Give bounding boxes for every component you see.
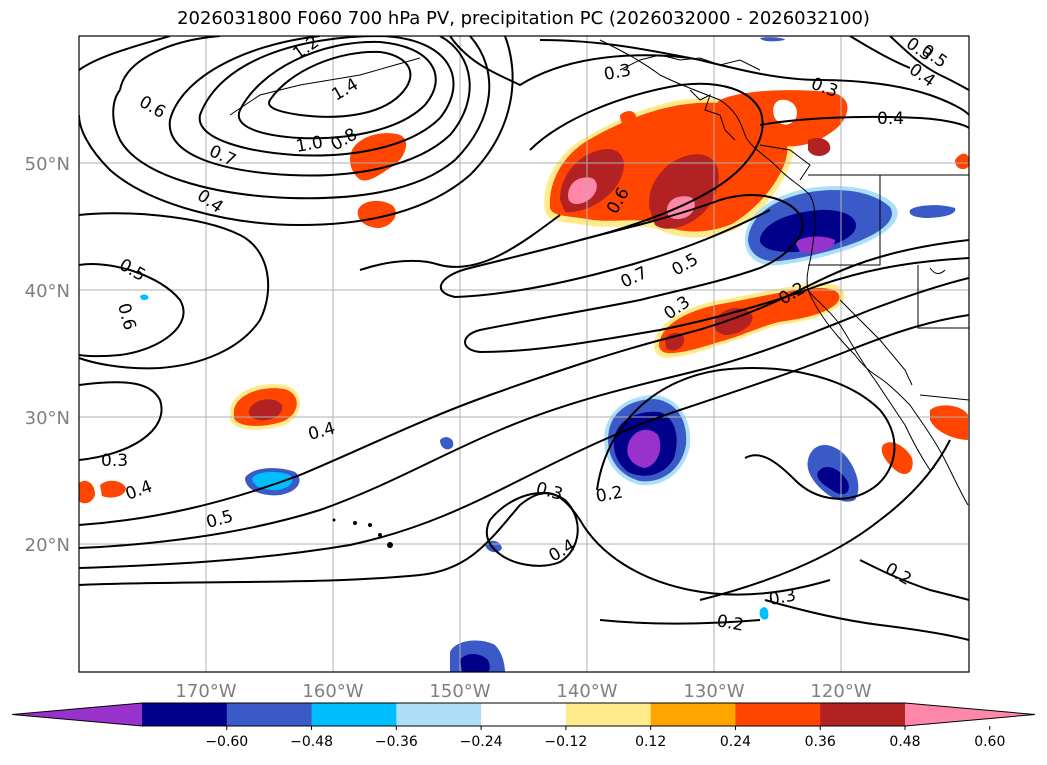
- colorbar-segment: [142, 703, 228, 726]
- colorbar-segment: [311, 703, 397, 726]
- colorbar-tick-label: −0.60: [205, 734, 248, 750]
- lon-label-120w: 120°W: [810, 681, 871, 702]
- pv-contours: [79, 36, 969, 641]
- colorbar-tick-label: 0.36: [805, 734, 836, 750]
- colorbar-tick-label: −0.24: [460, 734, 503, 750]
- colorbar-tick-label: 0.48: [889, 734, 920, 750]
- ocean-background: [79, 36, 969, 672]
- figure-title: 2026031800 F060 700 hPa PV, precipitatio…: [177, 8, 870, 29]
- latitude-labels: 50°N 40°N 30°N 20°N: [25, 154, 70, 556]
- contour-label: 0.2: [715, 611, 745, 635]
- map-frame: [78, 35, 970, 673]
- map-panel: 1.2 1.4 0.6 0.7 1.0 0.8 0.4 0.5 0.6 0.3 …: [79, 36, 969, 672]
- colorbar-tick-label: 0.24: [720, 734, 751, 750]
- lat-label-50n: 50°N: [25, 154, 70, 175]
- lon-label-170w: 170°W: [175, 681, 236, 702]
- lon-label-130w: 130°W: [683, 681, 744, 702]
- colorbar-segment: [565, 703, 652, 726]
- precip-shading: [79, 37, 969, 672]
- contour-label: 0.4: [877, 109, 904, 129]
- contour-label: 0.3: [767, 586, 797, 610]
- colorbar: −0.60 −0.48 −0.36 −0.24 −0.12 0.12 0.24 0.36 0.4…: [11, 702, 1036, 750]
- colorbar-tick-label: −0.48: [290, 734, 333, 750]
- colorbar-extend-low: [12, 703, 142, 726]
- lon-label-160w: 160°W: [302, 681, 363, 702]
- colorbar-outline: [11, 702, 1036, 727]
- colorbar-tick-label: 0.60: [974, 734, 1005, 750]
- colorbar-segment: [820, 703, 906, 726]
- graticule: [79, 36, 969, 672]
- colorbar-tick-label: 0.12: [635, 734, 666, 750]
- lat-label-30n: 30°N: [25, 408, 70, 429]
- colorbar-segment: [396, 703, 482, 726]
- lon-label-140w: 140°W: [556, 681, 617, 702]
- colorbar-extend-high: [905, 703, 1035, 726]
- colorbar-segment: [650, 703, 736, 726]
- contour-label: 0.2: [594, 483, 624, 507]
- longitude-labels: 170°W 160°W 150°W 140°W 130°W 120°W: [175, 681, 871, 702]
- colorbar-tick-label: −0.36: [375, 734, 418, 750]
- lat-label-40n: 40°N: [25, 281, 70, 302]
- colorbar-segment: [226, 703, 313, 726]
- colorbar-tick-label: −0.12: [544, 734, 587, 750]
- colorbar-segment: [735, 703, 821, 726]
- colorbar-segment: [481, 703, 567, 726]
- islands: [332, 518, 393, 548]
- coastlines: [229, 39, 969, 506]
- contour-label: 0.3: [602, 61, 632, 85]
- lat-label-20n: 20°N: [25, 535, 70, 556]
- lon-label-150w: 150°W: [429, 681, 490, 702]
- contour-label: 1.0: [294, 133, 324, 157]
- contour-label: 0.3: [101, 451, 128, 471]
